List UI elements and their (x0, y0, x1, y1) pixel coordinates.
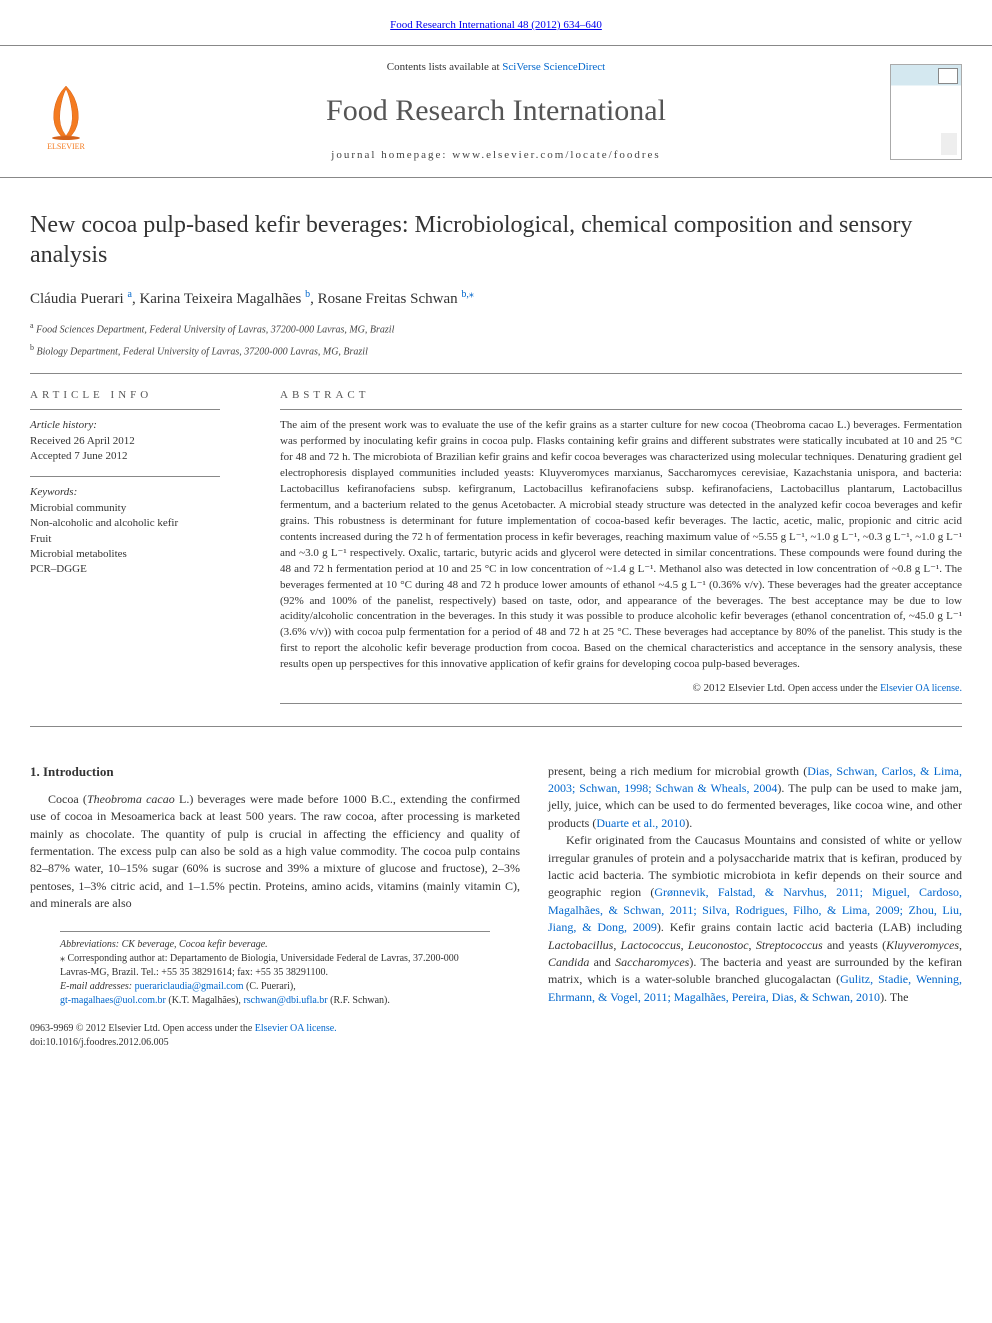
article-title: New cocoa pulp-based kefir beverages: Mi… (30, 210, 962, 270)
body-paragraph: Kefir originated from the Caucasus Mount… (548, 832, 962, 1006)
keyword: Fruit (30, 532, 250, 547)
section-heading: 1. Introduction (30, 763, 520, 781)
email-link[interactable]: puerariclaudia@gmail.com (135, 981, 244, 992)
doi-line: doi:10.1016/j.foodres.2012.06.005 (30, 1036, 520, 1050)
keyword: PCR–DGGE (30, 562, 250, 577)
divider (280, 703, 962, 704)
email-link[interactable]: gt-magalhaes@uol.com.br (60, 995, 166, 1006)
issn-line: 0963-9969 © 2012 Elsevier Ltd. Open acce… (30, 1022, 520, 1036)
affiliation: a Food Sciences Department, Federal Univ… (30, 320, 962, 337)
left-column: 1. Introduction Cocoa (Theobroma cacao L… (30, 763, 520, 1070)
header-center: Contents lists available at SciVerse Sci… (122, 60, 870, 163)
article-info-column: ARTICLE INFO Article history: Received 2… (30, 388, 250, 712)
body-paragraph: Cocoa (Theobroma cacao L.) beverages wer… (30, 791, 520, 913)
elsevier-tree-icon (36, 81, 96, 141)
affiliation: b Biology Department, Federal University… (30, 342, 962, 359)
license-link[interactable]: Elsevier OA license. (255, 1023, 337, 1034)
sciencedirect-link[interactable]: SciVerse ScienceDirect (502, 61, 605, 73)
received-date: Received 26 April 2012 (30, 434, 250, 449)
body-columns: 1. Introduction Cocoa (Theobroma cacao L… (0, 741, 992, 1070)
journal-citation-link[interactable]: Food Research International 48 (2012) 63… (0, 0, 992, 45)
article-header: New cocoa pulp-based kefir beverages: Mi… (0, 178, 992, 359)
footnotes: Abbreviations: CK beverage, Cocoa kefir … (60, 931, 490, 1008)
divider (30, 726, 962, 727)
abstract-text: The aim of the present work was to evalu… (280, 418, 962, 673)
keyword: Microbial metabolites (30, 547, 250, 562)
abbreviations-note: Abbreviations: CK beverage, Cocoa kefir … (60, 938, 490, 952)
contents-line: Contents lists available at SciVerse Sci… (122, 60, 870, 75)
divider (30, 476, 220, 477)
footer-meta: 0963-9969 © 2012 Elsevier Ltd. Open acce… (30, 1008, 520, 1070)
article-info-label: ARTICLE INFO (30, 388, 250, 403)
body-paragraph: present, being a rich medium for microbi… (548, 763, 962, 833)
divider (30, 373, 962, 374)
elsevier-logo: ELSEVIER (30, 72, 102, 152)
keyword: Non-alcoholic and alcoholic kefir (30, 516, 250, 531)
meta-abstract-row: ARTICLE INFO Article history: Received 2… (0, 388, 992, 712)
abstract-column: ABSTRACT The aim of the present work was… (280, 388, 962, 712)
divider (30, 409, 220, 410)
accepted-date: Accepted 7 June 2012 (30, 449, 250, 464)
keyword: Microbial community (30, 501, 250, 516)
email-addresses: E-mail addresses: puerariclaudia@gmail.c… (60, 980, 490, 1008)
authors-line: Cláudia Puerari a, Karina Teixeira Magal… (30, 288, 962, 310)
history-label: Article history: (30, 418, 250, 433)
journal-title: Food Research International (122, 90, 870, 132)
email-link[interactable]: rschwan@dbi.ufla.br (243, 995, 327, 1006)
divider (280, 409, 962, 410)
copyright-line: © 2012 Elsevier Ltd. Open access under t… (280, 681, 962, 696)
journal-header-bar: ELSEVIER Contents lists available at Sci… (0, 45, 992, 178)
journal-homepage: journal homepage: www.elsevier.com/locat… (122, 148, 870, 163)
keywords-label: Keywords: (30, 485, 250, 500)
right-column: present, being a rich medium for microbi… (548, 763, 962, 1070)
abstract-label: ABSTRACT (280, 388, 962, 403)
license-link[interactable]: Elsevier OA license. (880, 683, 962, 694)
corresponding-author-note: ⁎ Corresponding author at: Departamento … (60, 952, 490, 980)
journal-cover-thumbnail (890, 64, 962, 160)
